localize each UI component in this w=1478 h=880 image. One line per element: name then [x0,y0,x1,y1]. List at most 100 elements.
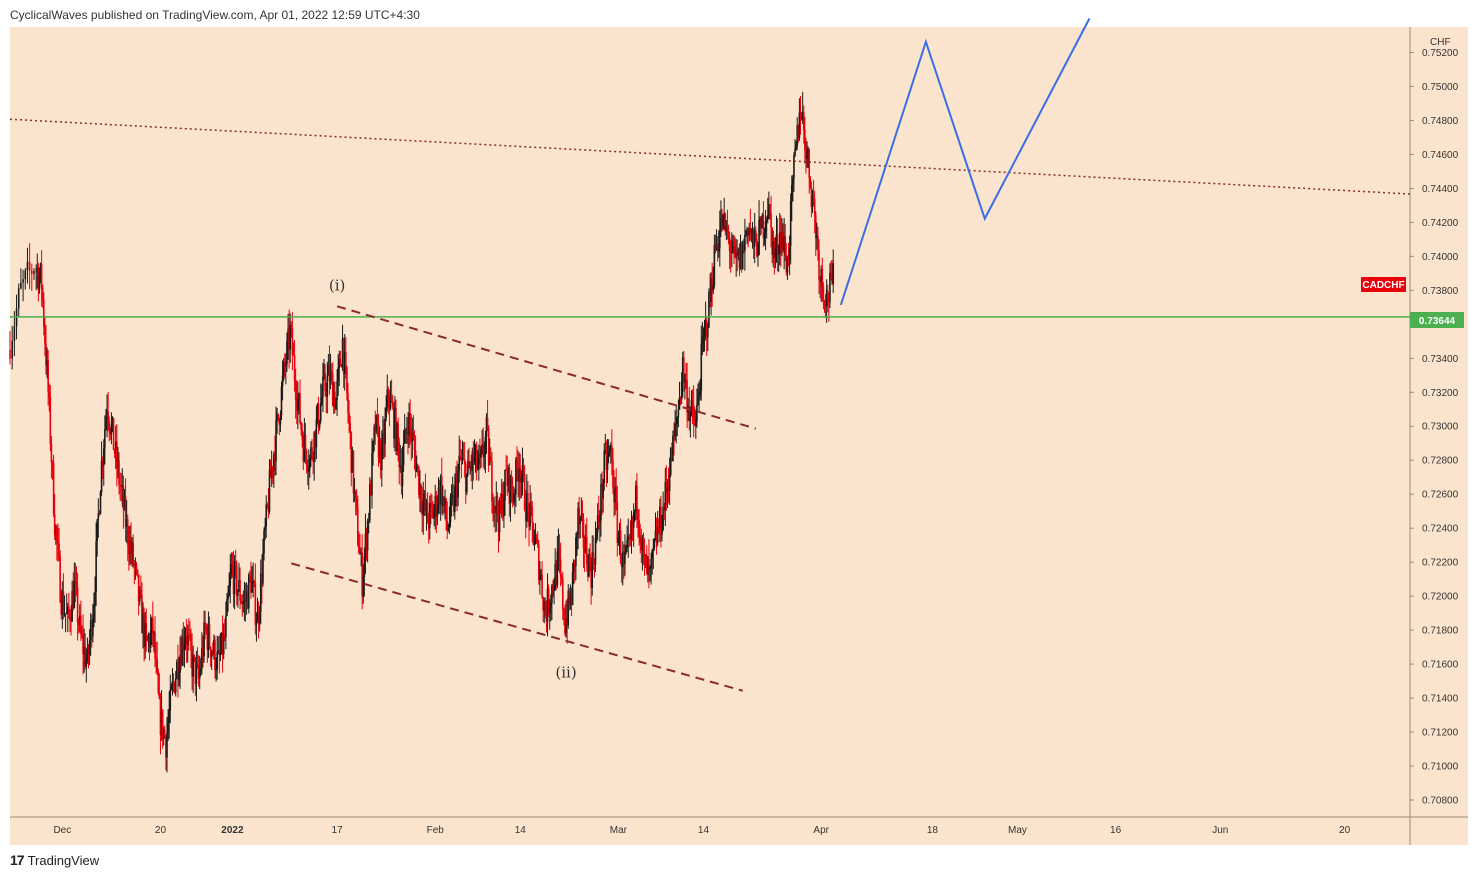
candle-body [704,320,707,326]
candle-body [662,506,664,530]
candle-body [532,522,535,545]
candle-body [831,274,833,284]
candle-body [131,542,133,553]
candle-body [824,305,827,307]
candle-body [578,507,580,525]
candle-body [386,389,389,408]
candle-body [435,495,438,517]
candle-body [256,613,259,623]
candle-body [531,506,534,523]
candle-body [729,251,732,253]
candle-body [529,501,531,527]
candle-body [298,393,300,399]
candle-body [325,390,327,397]
candle-body [666,486,669,493]
candle-body [637,510,639,521]
candle-body [402,443,405,466]
candle-body [323,373,325,377]
candle-body [424,493,427,511]
candle-body [806,153,808,159]
candle-body [274,454,276,462]
last-price-label: 0.73644 [1419,316,1456,327]
candle-body [36,268,39,271]
candle-body [810,187,813,207]
candle-body [732,240,734,252]
candle-body [689,410,692,422]
candle-body [618,530,621,538]
candle-body [786,257,789,273]
candle-body [603,450,606,484]
candle-body [425,502,428,511]
candle-body [756,239,758,256]
y-tick-label: 0.73200 [1422,388,1459,399]
candle-body [303,434,306,462]
candle-body [141,594,143,634]
candle-body [560,576,563,579]
candle-body [547,588,550,613]
candle-body [721,217,723,228]
candle-body [714,245,717,251]
candle-body [88,640,91,655]
candle-body [83,646,85,655]
candle-body [17,288,20,309]
candle-body [825,290,828,307]
candle-body [751,229,754,231]
candle-body [723,213,725,216]
candle-body [259,573,262,612]
candle-body [483,454,486,458]
candle-body [439,476,442,504]
candle-body [316,404,319,420]
candle-body [575,537,577,567]
candle-body [62,591,65,615]
candle-body [444,498,446,505]
resistance-dotted-line [9,118,1411,195]
candle-body [169,689,172,711]
candle-body [518,468,520,482]
candle-body [654,530,657,540]
candle-body [467,460,469,474]
candle-body [608,448,611,452]
candle-body [542,597,544,611]
candle-body [593,562,596,565]
candle-body [475,445,478,469]
candle-body [707,327,709,338]
last-price-badge[interactable]: 0.73644 [1410,312,1464,328]
candle-body [793,155,795,178]
candle-body [784,236,787,257]
candle-body [183,643,186,651]
candle-body [364,533,367,556]
footer-brand[interactable]: 17 TradingView [10,852,99,868]
candle-body [740,244,743,270]
candle-body [749,227,752,233]
candle-body [245,590,248,602]
candle-body [667,486,670,491]
symbol-badge[interactable]: CADCHF [1361,277,1406,292]
candle-body [411,432,414,442]
candle-body [580,514,583,518]
candle-body [381,443,383,471]
candle-body [354,490,357,499]
candle-body [422,501,425,515]
candle-body [394,408,396,439]
candle-body [314,431,317,448]
candle-body [165,737,167,758]
candle-body [81,634,83,636]
candle-body [78,615,81,626]
candle-body [154,632,156,659]
candle-body [826,290,829,302]
candle-body [527,493,529,506]
symbol-badge-bg [1361,277,1406,292]
candle-body [282,361,285,376]
candle-body [426,502,429,523]
candle-body [299,393,301,423]
candle-body [212,651,214,654]
candle-body [280,386,283,415]
candle-body [617,537,620,543]
candle-body [427,522,430,529]
candle-body [565,618,567,634]
candle-body [48,391,51,398]
candle-body [757,254,759,256]
candle-body [321,397,323,404]
candle-body [57,541,59,544]
